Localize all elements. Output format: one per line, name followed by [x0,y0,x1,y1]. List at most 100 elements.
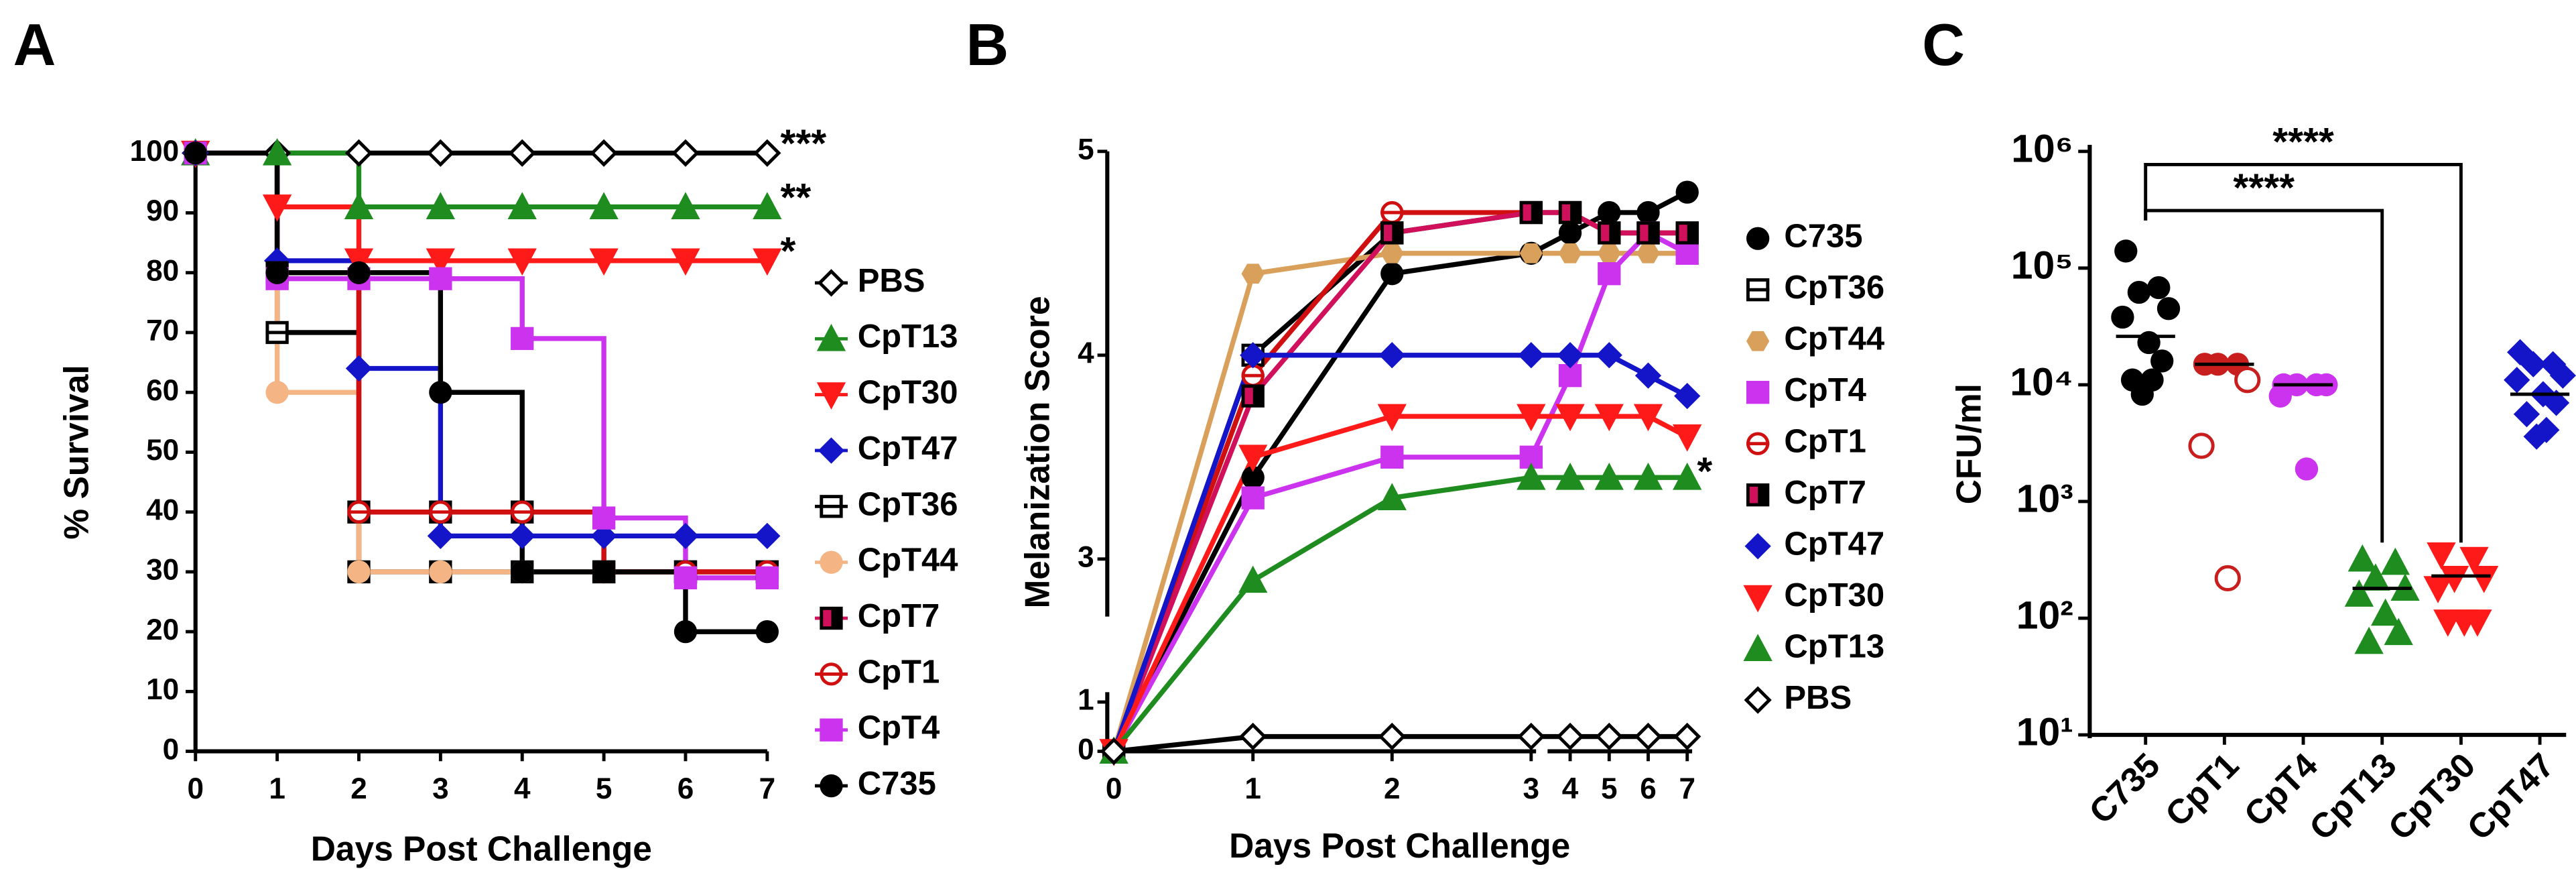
marker [1241,384,1265,408]
marker [2130,382,2154,406]
marker [1241,364,1265,388]
marker [1636,200,1660,225]
marker [2513,401,2540,428]
legend-marker [818,437,845,464]
marker-shape [753,192,782,219]
marker [265,381,289,404]
marker [509,522,535,549]
marker-shape [426,192,456,219]
marker-shape [820,774,843,798]
marker [2370,598,2400,626]
marker-shape [2459,546,2489,575]
marker [184,141,207,165]
marker [671,192,700,219]
marker-shape [1636,200,1660,225]
marker [2523,423,2550,450]
marker [2469,566,2499,593]
marker-shape [2295,457,2319,481]
x-tick-label: CpT1 [2157,746,2246,834]
marker-shape [2156,297,2181,320]
marker-shape [2137,331,2161,355]
marker [2156,297,2181,320]
annotation: *** [780,122,826,166]
marker-shape [2513,401,2540,428]
y-tick-label: 10 [146,673,179,706]
marker-shape [1634,362,1662,389]
legend-marker [820,662,843,686]
legend-label: CpT1 [1784,424,1866,460]
y-tick-label: 20 [146,613,179,646]
y-axis-label: % Survival [56,365,95,539]
marker-shape [1594,462,1624,490]
y-tick-label: 40 [146,493,179,526]
marker [262,138,292,166]
marker-shape [2130,382,2154,406]
marker [1239,722,1267,751]
x-axis-label: Days Post Challenge [311,829,652,868]
marker-shape [1517,722,1545,751]
marker [592,506,616,530]
marker [1633,404,1663,432]
legend-label: CpT36 [1784,270,1884,306]
significance-bracket [2144,209,2384,543]
marker-half [1392,223,1402,243]
marker [2423,576,2453,603]
marker [1241,486,1265,510]
legend-marker [1746,278,1770,302]
marker [592,560,616,584]
marker [347,500,371,524]
x-tick-label: C735 [2081,746,2167,831]
marker [755,620,779,644]
marker-shape [2114,239,2138,263]
y-tick-label: 0 [1078,733,1094,766]
significance-label: **** [2272,121,2334,164]
marker [1594,404,1624,432]
marker [1673,424,1702,452]
marker-shape [1238,565,1268,593]
x-tick-label: 1 [1244,772,1261,805]
marker-shape [265,261,289,284]
marker-shape [1518,342,1545,369]
legend-marker [820,774,843,798]
annotation: * [1697,450,1712,493]
significance-bracket [2144,162,2463,543]
marker [1634,362,1662,389]
marker-shape [1240,342,1267,369]
x-tick-label: 6 [678,772,694,805]
marker-shape [2427,542,2456,570]
marker-shape [1746,227,1770,250]
marker-shape [671,248,700,276]
marker-shape [1378,722,1406,751]
marker-shape [1238,445,1268,473]
marker-shape [507,192,537,219]
marker [673,566,698,589]
marker [1100,737,1128,766]
y-tick-label: 60 [146,374,179,407]
legend-marker [820,550,843,574]
marker [1558,200,1582,225]
marker-shape [429,267,452,290]
marker-shape [2354,626,2384,654]
legend-label: CpT7 [1784,475,1866,511]
marker-shape [1378,342,1405,369]
marker-shape [1380,262,1404,286]
marker [672,522,699,549]
marker [1380,243,1404,263]
marker-shape [2463,609,2492,637]
marker [2384,617,2413,646]
y-tick-label: 70 [146,314,179,347]
marker [2347,544,2377,572]
legend-marker [1743,634,1773,662]
legend-marker [1746,432,1770,455]
legend-label: CpT1 [858,654,940,690]
y-tick-label: 3 [1078,540,1094,573]
y-tick-label: 0 [163,733,180,766]
marker-shape [816,324,846,351]
marker [429,500,452,524]
marker [1675,180,1699,204]
marker [2380,547,2410,575]
y-tick-label: 10⁵ [2011,243,2073,287]
marker-shape [1556,722,1584,751]
marker-shape [1675,241,1699,265]
